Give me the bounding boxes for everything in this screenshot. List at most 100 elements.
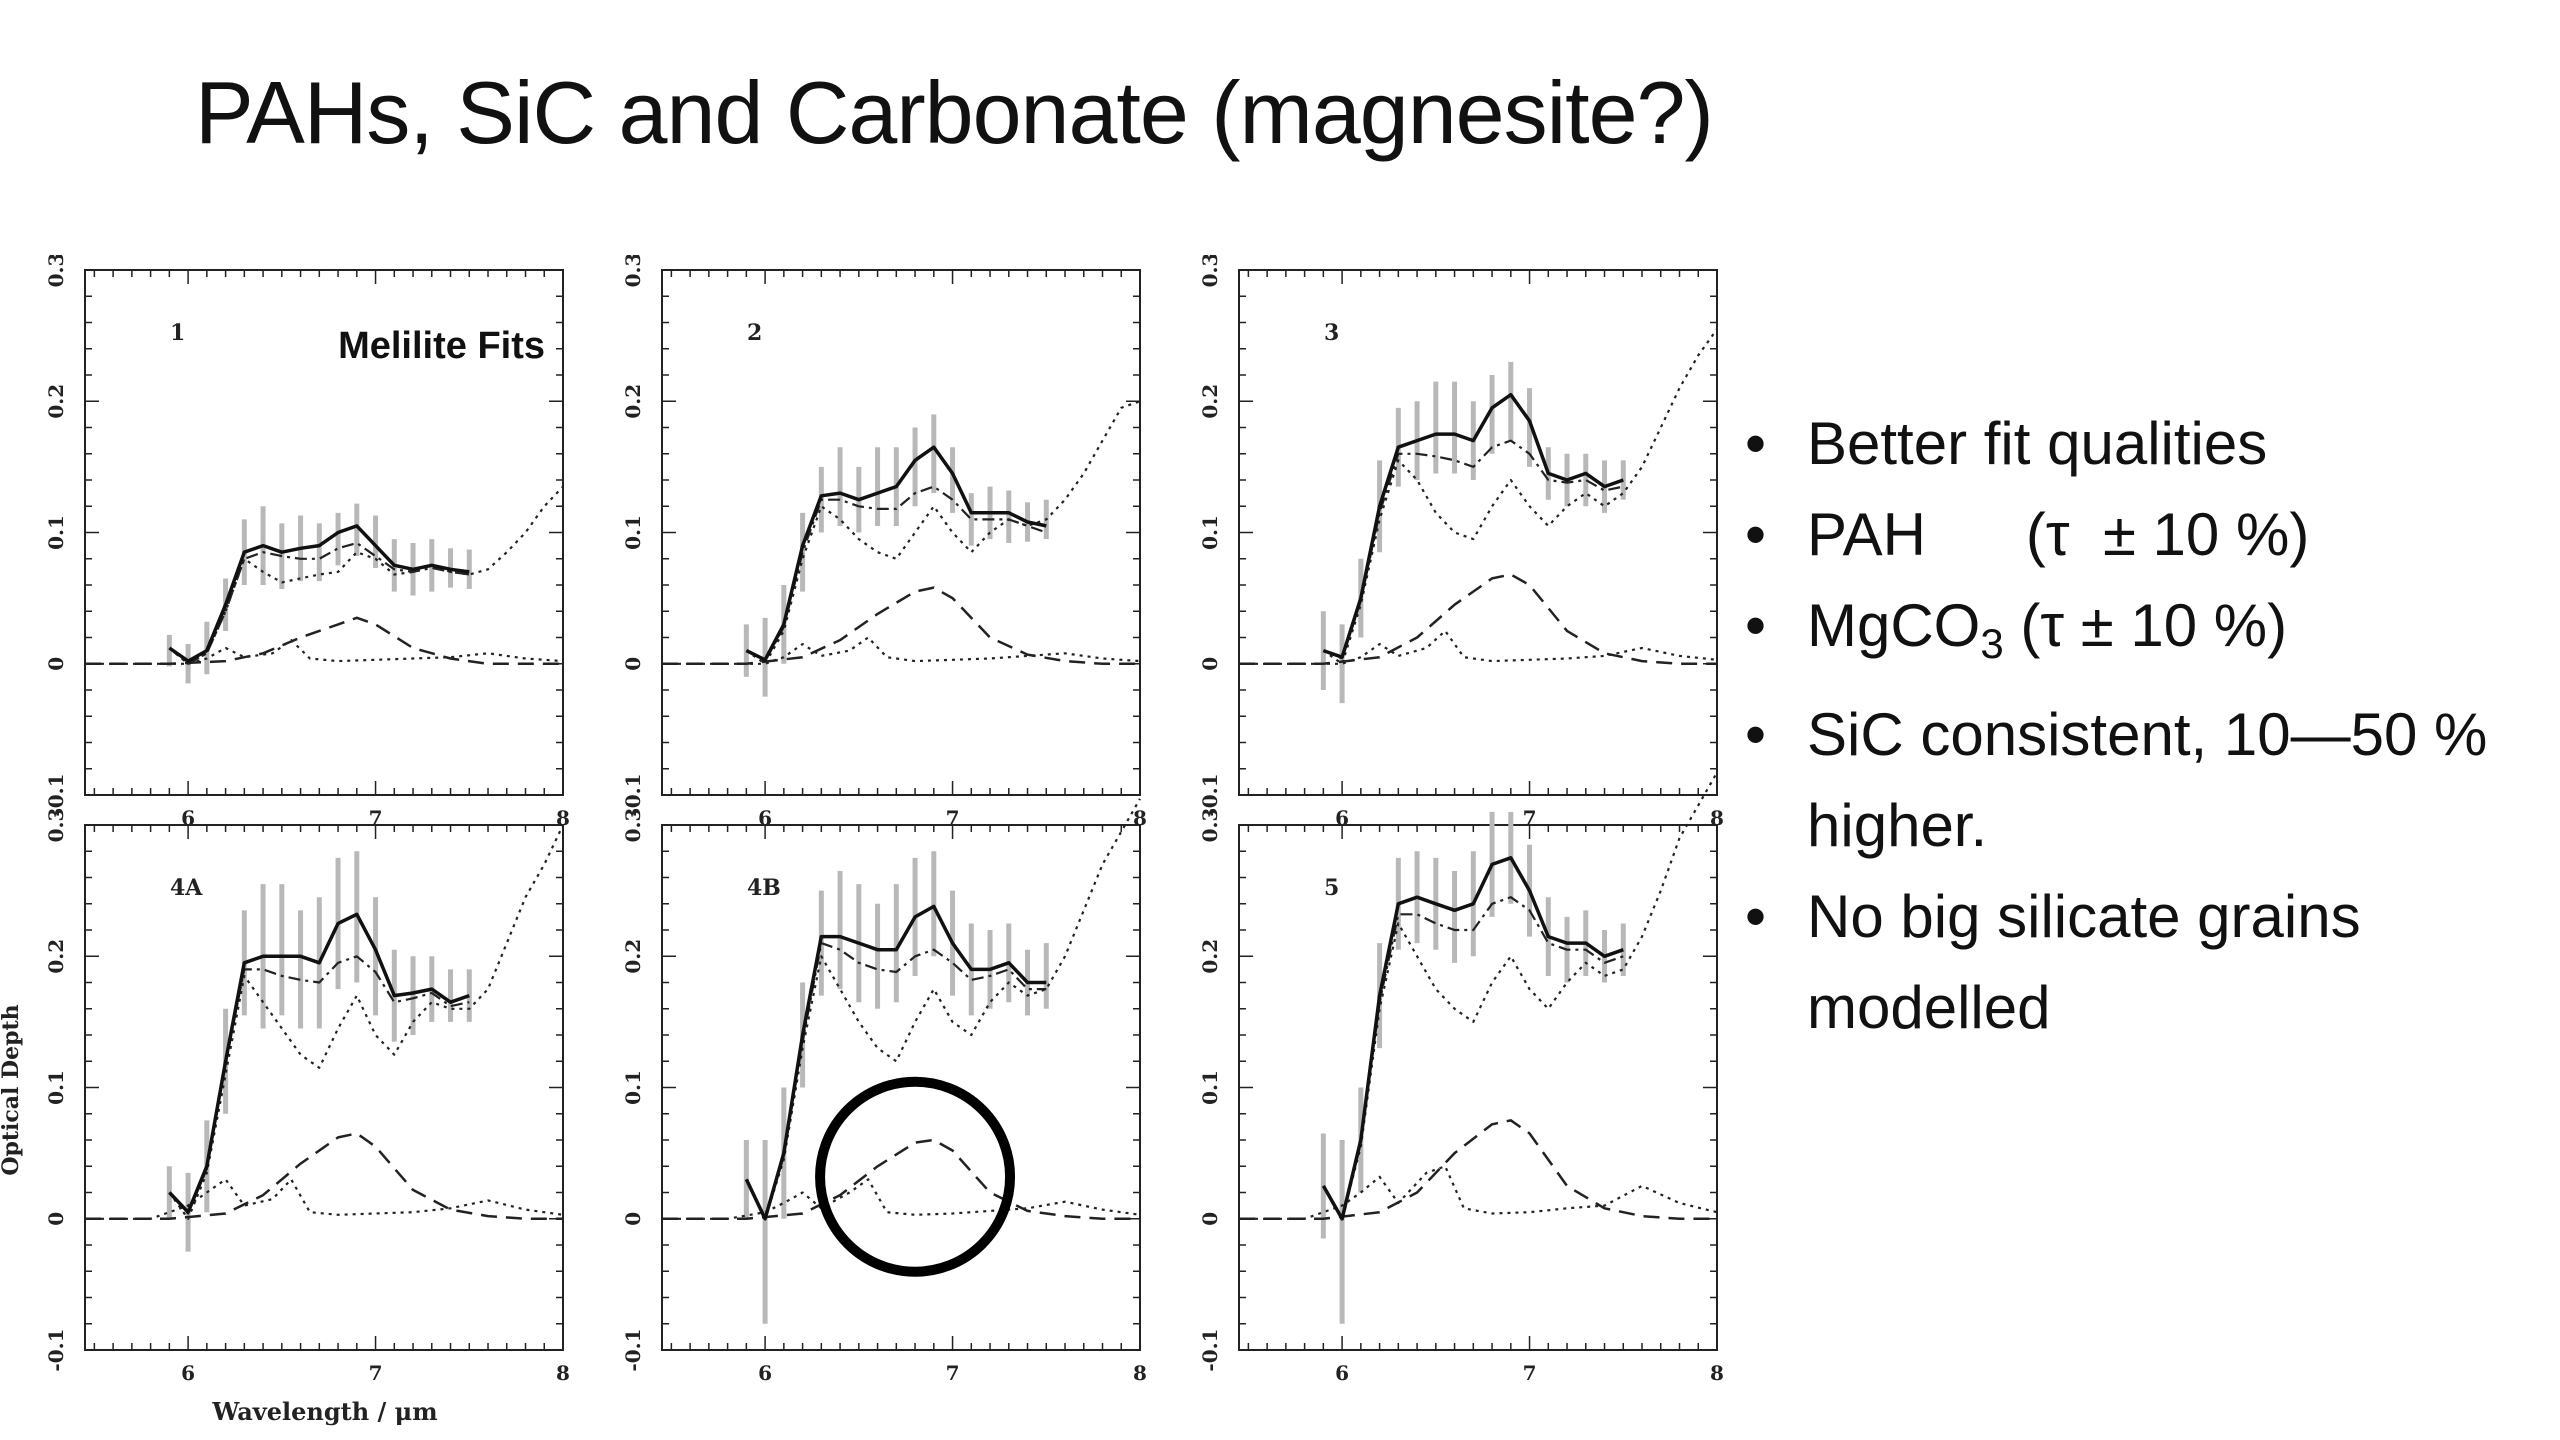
x-axis-label: Wavelength / μm (211, 1397, 437, 1426)
carbonate-dashed-line (662, 1138, 1140, 1221)
bullet-text-post: (τ ± 10 %) (2003, 592, 2288, 659)
x-tick-label: 6 (181, 1361, 195, 1385)
x-tick-label: 7 (946, 1361, 960, 1385)
y-tick-label: 0.2 (44, 939, 68, 974)
y-tick-label: 0.3 (44, 255, 68, 287)
sic-dotted-line (745, 400, 1141, 665)
y-tick-label: -0.1 (621, 1328, 645, 1371)
panel-frame (1238, 824, 1718, 1351)
y-tick-label: -0.1 (621, 773, 645, 816)
pah-dotted-line (1239, 1165, 1718, 1220)
melilite-fits-note: Melilite Fits (338, 325, 545, 367)
pah-dotted-line (1239, 629, 1718, 665)
y-tick-label: -0.1 (1198, 1328, 1222, 1371)
y-tick-label: 0 (1198, 1212, 1222, 1226)
model-dashdot-line (168, 955, 470, 1215)
sic-dotted-line (1322, 328, 1718, 665)
y-tick-label: 0.2 (621, 939, 645, 974)
total-fit-line (744, 904, 1047, 1221)
bullet-text: PAH (τ ± 10 %) (1807, 501, 2310, 568)
y-tick-label: 0 (1198, 657, 1222, 671)
bullet-text-continued: higher. (1807, 792, 1988, 859)
chart-panel: 6 7 8 -0.1 0 0.1 0.2 0.3 4A (44, 808, 570, 1385)
sic-dotted-line (168, 824, 564, 1220)
spectra-figure: 6 7 8 -0.1 0 0.1 0.2 0.3 1 Melilite Fits 6 7 8 -0.1 0 0… (0, 255, 1724, 1426)
x-tick-label: 8 (1710, 1361, 1724, 1385)
y-tick-label: -0.1 (1198, 773, 1222, 816)
y-tick-label: 0 (44, 1212, 68, 1226)
x-tick-label: 7 (369, 1361, 383, 1385)
bullet-text: Better fit qualities (1807, 410, 2268, 477)
total-fit-line (168, 524, 470, 663)
y-tick-label: 0.3 (1198, 808, 1222, 843)
bullet-item: • No big silicate grains modelled (1745, 871, 2560, 1053)
y-tick-label: 0.1 (44, 1070, 68, 1105)
y-tick-label: 0.1 (1198, 1070, 1222, 1105)
y-tick-label: 0.1 (621, 1070, 645, 1105)
pah-dotted-line (662, 636, 1141, 665)
x-tick-label: 6 (758, 1361, 772, 1385)
bullet-list: • Better fit qualities • PAH (τ ± 10 %) … (1745, 398, 2560, 1053)
panel-label: 5 (1324, 875, 1339, 901)
bullet-text-pre: MgCO (1807, 592, 1981, 659)
total-fit-line (1322, 392, 1624, 659)
bullet-dot: • (1745, 701, 1767, 768)
y-tick-label: -0.1 (44, 773, 68, 816)
chart-panel: 6 7 8 -0.1 0 0.1 0.2 0.3 4B (621, 798, 1147, 1385)
panel-label: 4A (170, 875, 203, 901)
total-fit-line (745, 445, 1047, 662)
x-tick-label: 7 (1523, 1361, 1537, 1385)
chart-panel: 6 7 8-0.100.10.20.33 (1198, 255, 1724, 830)
carbonate-dashed-line (1239, 1119, 1717, 1221)
chart-panel: 6 7 8 -0.1 0 0.1 0.2 0.3 5 (1198, 771, 1724, 1385)
carbonate-dashed-line (85, 1132, 563, 1221)
bullet-dot: • (1745, 883, 1767, 950)
panel-frame (661, 269, 1141, 796)
y-tick-label: 0.1 (44, 515, 68, 550)
y-tick-label: 0.3 (44, 808, 68, 843)
y-axis-label: Optical Depth (0, 1004, 24, 1175)
x-tick-label: 6 (1335, 1361, 1349, 1385)
panel-label: 3 (1324, 320, 1339, 346)
bullet-item: • PAH (τ ± 10 %) (1745, 489, 2560, 580)
panel-label: 1 (170, 320, 185, 346)
bullet-item: • Better fit qualities (1745, 398, 2560, 489)
chart-panel: 6 7 8-0.100.10.20.31 Melilite Fits (44, 255, 570, 830)
slide-title: PAHs, SiC and Carbonate (magnesite?) (195, 63, 1714, 162)
bullet-dot: • (1745, 501, 1767, 568)
sic-dotted-line (1322, 771, 1718, 1220)
carbonate-dashed-line (85, 616, 563, 666)
carbonate-dashed-line (662, 586, 1140, 666)
y-tick-label: 0.2 (1198, 384, 1222, 419)
y-tick-label: 0.2 (621, 384, 645, 419)
y-tick-label: -0.1 (44, 1328, 68, 1371)
x-tick-label: 8 (1133, 1361, 1147, 1385)
bullet-text-continued: modelled (1807, 974, 2051, 1041)
chart-panel: 6 7 8-0.100.10.20.32 (621, 255, 1147, 830)
y-tick-label: 0.3 (1198, 255, 1222, 287)
total-fit-line (1321, 856, 1624, 1221)
y-tick-label: 0 (621, 657, 645, 671)
bullet-text: No big silicate grains (1807, 883, 2361, 950)
y-tick-label: 0 (44, 657, 68, 671)
panel-label: 2 (747, 320, 762, 346)
y-tick-label: 0.1 (621, 515, 645, 550)
x-tick-label: 8 (556, 1361, 570, 1385)
highlight-circle (815, 1076, 1016, 1277)
y-tick-label: 0.2 (44, 384, 68, 419)
pah-dotted-line (85, 1178, 564, 1220)
bullet-text: SiC consistent, 10—50 % (1807, 701, 2488, 768)
model-dashdot-line (168, 541, 470, 665)
bullet-dot: • (1745, 410, 1767, 477)
y-tick-label: 0 (621, 1212, 645, 1226)
sic-dotted-line (168, 485, 564, 665)
bullet-dot: • (1745, 592, 1767, 659)
bullet-subscript: 3 (1980, 620, 2004, 667)
model-dashdot-line (1322, 439, 1624, 660)
carbonate-dashed-line (1239, 573, 1717, 666)
total-fit-line (168, 912, 470, 1214)
panel-frame (84, 824, 564, 1351)
panel-label: 4B (747, 875, 781, 901)
pah-dotted-line (85, 639, 564, 665)
sic-dotted-line (745, 798, 1141, 1220)
